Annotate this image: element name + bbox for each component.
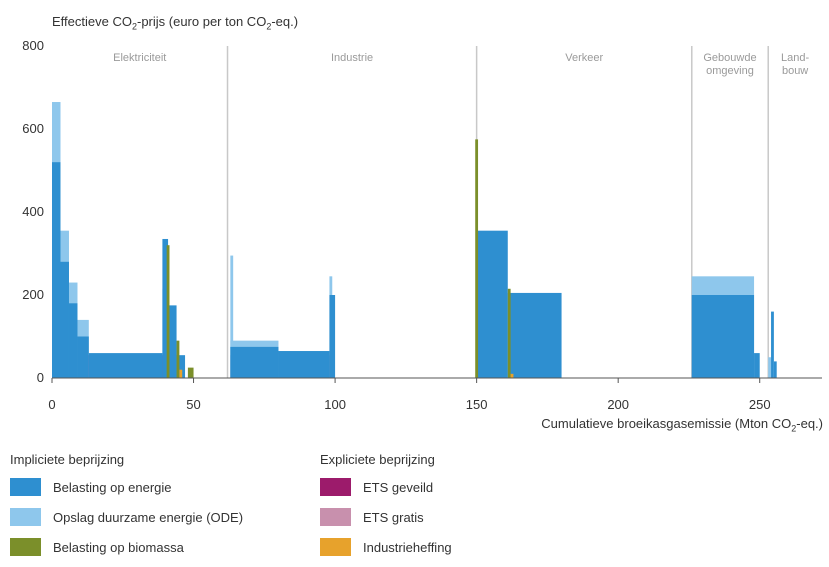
y-tick-label: 800 bbox=[22, 38, 44, 53]
bar-segment bbox=[68, 303, 78, 378]
x-tick-label: 50 bbox=[186, 397, 200, 412]
legend-explicit-title: Expliciete beprijzing bbox=[320, 452, 435, 467]
bar-segment bbox=[179, 369, 183, 378]
bar-segment bbox=[507, 292, 562, 378]
bar-segment bbox=[476, 230, 508, 378]
y-axis-title: Effectieve CO2-prijs (euro per ton CO2-e… bbox=[52, 14, 299, 32]
legend-item-belasting-op-energie: Belasting op energie bbox=[10, 477, 243, 497]
bar-segment bbox=[768, 357, 772, 378]
y-tick-label: 400 bbox=[22, 204, 44, 219]
y-tick-label: 0 bbox=[37, 370, 44, 385]
legend-swatch bbox=[10, 538, 41, 556]
bar-segment bbox=[278, 351, 330, 378]
legend-item-belasting-op-biomassa: Belasting op biomassa bbox=[10, 537, 243, 557]
legend-label: Belasting op energie bbox=[53, 479, 172, 495]
bar-segment bbox=[176, 340, 180, 378]
x-tick-label: 200 bbox=[607, 397, 629, 412]
legend-label: ETS gratis bbox=[363, 509, 424, 525]
bar-segment bbox=[691, 295, 755, 378]
legend-item-ets-geveild: ETS geveild bbox=[320, 477, 452, 497]
bar-segment bbox=[771, 311, 774, 378]
legend-implicit-title: Impliciete beprijzing bbox=[10, 452, 125, 467]
legend-swatch bbox=[320, 538, 351, 556]
chart: Elektriciteit Industrie Verkeer Gebouwde omg… bbox=[22, 38, 822, 412]
legend-item-industrieheffing: Industrieheffing bbox=[320, 537, 452, 557]
bar-segment bbox=[77, 336, 89, 378]
bar-segment bbox=[176, 355, 186, 378]
x-axis-title: Cumulatieve broeikasgasemissie (Mton CO2… bbox=[541, 416, 823, 434]
legend-label: Opslag duurzame energie (ODE) bbox=[53, 509, 244, 525]
x-tick-label: 250 bbox=[749, 397, 771, 412]
legend-label: ETS geveild bbox=[363, 479, 434, 495]
x-tick-label: 100 bbox=[324, 397, 346, 412]
legend-label: Belasting op biomassa bbox=[53, 539, 184, 555]
bar-segment bbox=[168, 305, 177, 378]
bar-segment bbox=[329, 295, 336, 378]
bar-segment bbox=[230, 255, 234, 378]
bar-segment bbox=[475, 139, 479, 378]
bar-segment bbox=[187, 367, 194, 378]
bar-segment bbox=[510, 373, 514, 378]
bar-segment bbox=[507, 288, 511, 378]
legend-implicit: Impliciete beprijzing Belasting op energ… bbox=[10, 452, 243, 567]
bar-segment bbox=[230, 346, 279, 378]
bars bbox=[52, 102, 777, 379]
y-tick-label: 200 bbox=[22, 287, 44, 302]
bar-segment bbox=[166, 245, 170, 378]
sector-label: Elektriciteit bbox=[113, 52, 166, 64]
axes: 0 200 400 600 800 0 50 100 150 200 250 bbox=[22, 38, 822, 412]
sector-label: Gebouwde omgeving bbox=[703, 52, 756, 77]
bar-segment bbox=[88, 353, 163, 378]
bar-segment bbox=[754, 353, 760, 378]
sector-label: Industrie bbox=[331, 52, 373, 64]
sector-label: Land-bouw bbox=[781, 52, 809, 77]
legend-explicit: Expliciete beprijzing ETS geveild ETS gr… bbox=[320, 452, 452, 567]
sector-label: Verkeer bbox=[565, 52, 603, 64]
y-tick-label: 600 bbox=[22, 121, 44, 136]
legend-label: Industrieheffing bbox=[363, 539, 452, 555]
legend-swatch bbox=[10, 478, 41, 496]
x-tick-label: 150 bbox=[466, 397, 488, 412]
legend-swatch bbox=[10, 508, 41, 526]
bar-segment bbox=[60, 261, 69, 378]
legend-swatch bbox=[320, 508, 351, 526]
legend-item-ode: Opslag duurzame energie (ODE) bbox=[10, 507, 243, 527]
bar-segment bbox=[52, 162, 61, 378]
legend-swatch bbox=[320, 478, 351, 496]
bar-segment bbox=[773, 361, 777, 378]
legend-item-ets-gratis: ETS gratis bbox=[320, 507, 452, 527]
bar-segment bbox=[162, 238, 169, 378]
x-tick-label: 0 bbox=[48, 397, 55, 412]
